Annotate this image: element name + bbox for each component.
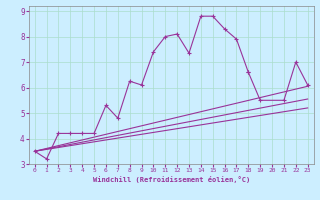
X-axis label: Windchill (Refroidissement éolien,°C): Windchill (Refroidissement éolien,°C)	[92, 176, 250, 183]
